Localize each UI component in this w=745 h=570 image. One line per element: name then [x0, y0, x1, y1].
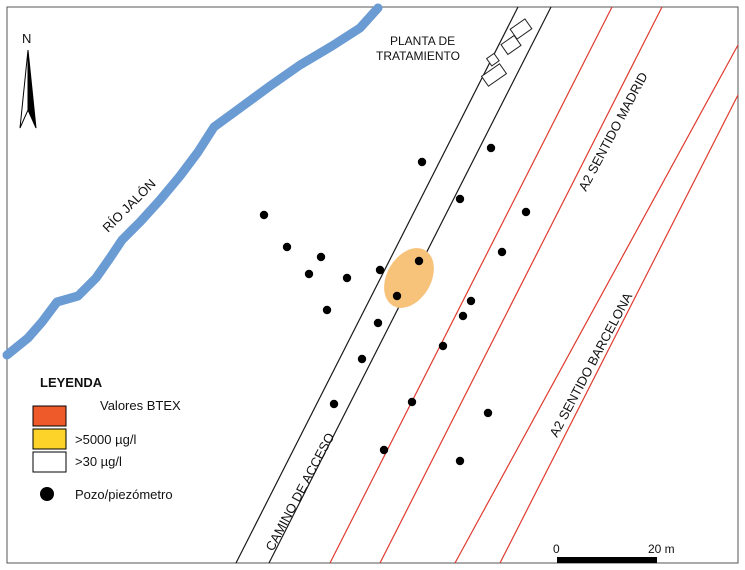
legend: LEYENDA Valores BTEX >5000 µg/l >30 µg/l…: [32, 375, 181, 502]
river-jalon: [2, 3, 383, 360]
well: [466, 296, 476, 306]
well: [322, 305, 332, 315]
legend-swatch-red: [32, 405, 67, 427]
highway-line-3: [454, 44, 739, 564]
well: [282, 242, 292, 252]
well: [458, 311, 468, 321]
well: [438, 341, 448, 351]
legend-well-label: Pozo/piezómetro: [75, 487, 173, 502]
access-road-line-left: [235, 6, 519, 564]
well: [379, 445, 389, 455]
legend-well-symbol: [40, 487, 54, 501]
legend-title: LEYENDA: [40, 375, 103, 390]
highway-line-1: [329, 6, 613, 564]
plant-label-line1: PLANTA DE: [390, 34, 455, 48]
north-label: N: [22, 31, 31, 46]
highway-line-2: [379, 6, 663, 564]
well: [521, 207, 531, 217]
legend-label-5000: >5000 µg/l: [75, 432, 136, 447]
well: [392, 291, 402, 301]
north-arrow: N: [19, 31, 37, 129]
well: [329, 399, 339, 409]
map-frame: [6, 6, 739, 564]
legend-swatch-yellow: [32, 428, 67, 450]
well: [414, 256, 424, 266]
scale-bar: 0 20 m: [553, 542, 675, 563]
treatment-plant: [480, 18, 533, 87]
well: [407, 397, 417, 407]
legend-btex-header: Valores BTEX: [100, 398, 181, 413]
well: [342, 273, 352, 283]
legend-swatch-white: [32, 451, 67, 473]
legend-label-30: >30 µg/l: [75, 454, 122, 469]
well: [497, 247, 507, 257]
well: [417, 157, 427, 167]
well: [373, 318, 383, 328]
scale-start-label: 0: [553, 542, 560, 556]
well: [455, 456, 465, 466]
wells: [259, 143, 531, 466]
scale-bar-fill: [557, 557, 657, 563]
well: [375, 265, 385, 275]
well: [455, 194, 465, 204]
well: [483, 408, 493, 418]
well: [357, 354, 367, 364]
well: [259, 210, 269, 220]
scale-end-label: 20 m: [648, 542, 675, 556]
well: [316, 252, 326, 262]
plant-label-line2: TRATAMIENTO: [376, 49, 460, 63]
well: [304, 269, 314, 279]
highway-line-4: [499, 94, 739, 564]
well: [486, 143, 496, 153]
